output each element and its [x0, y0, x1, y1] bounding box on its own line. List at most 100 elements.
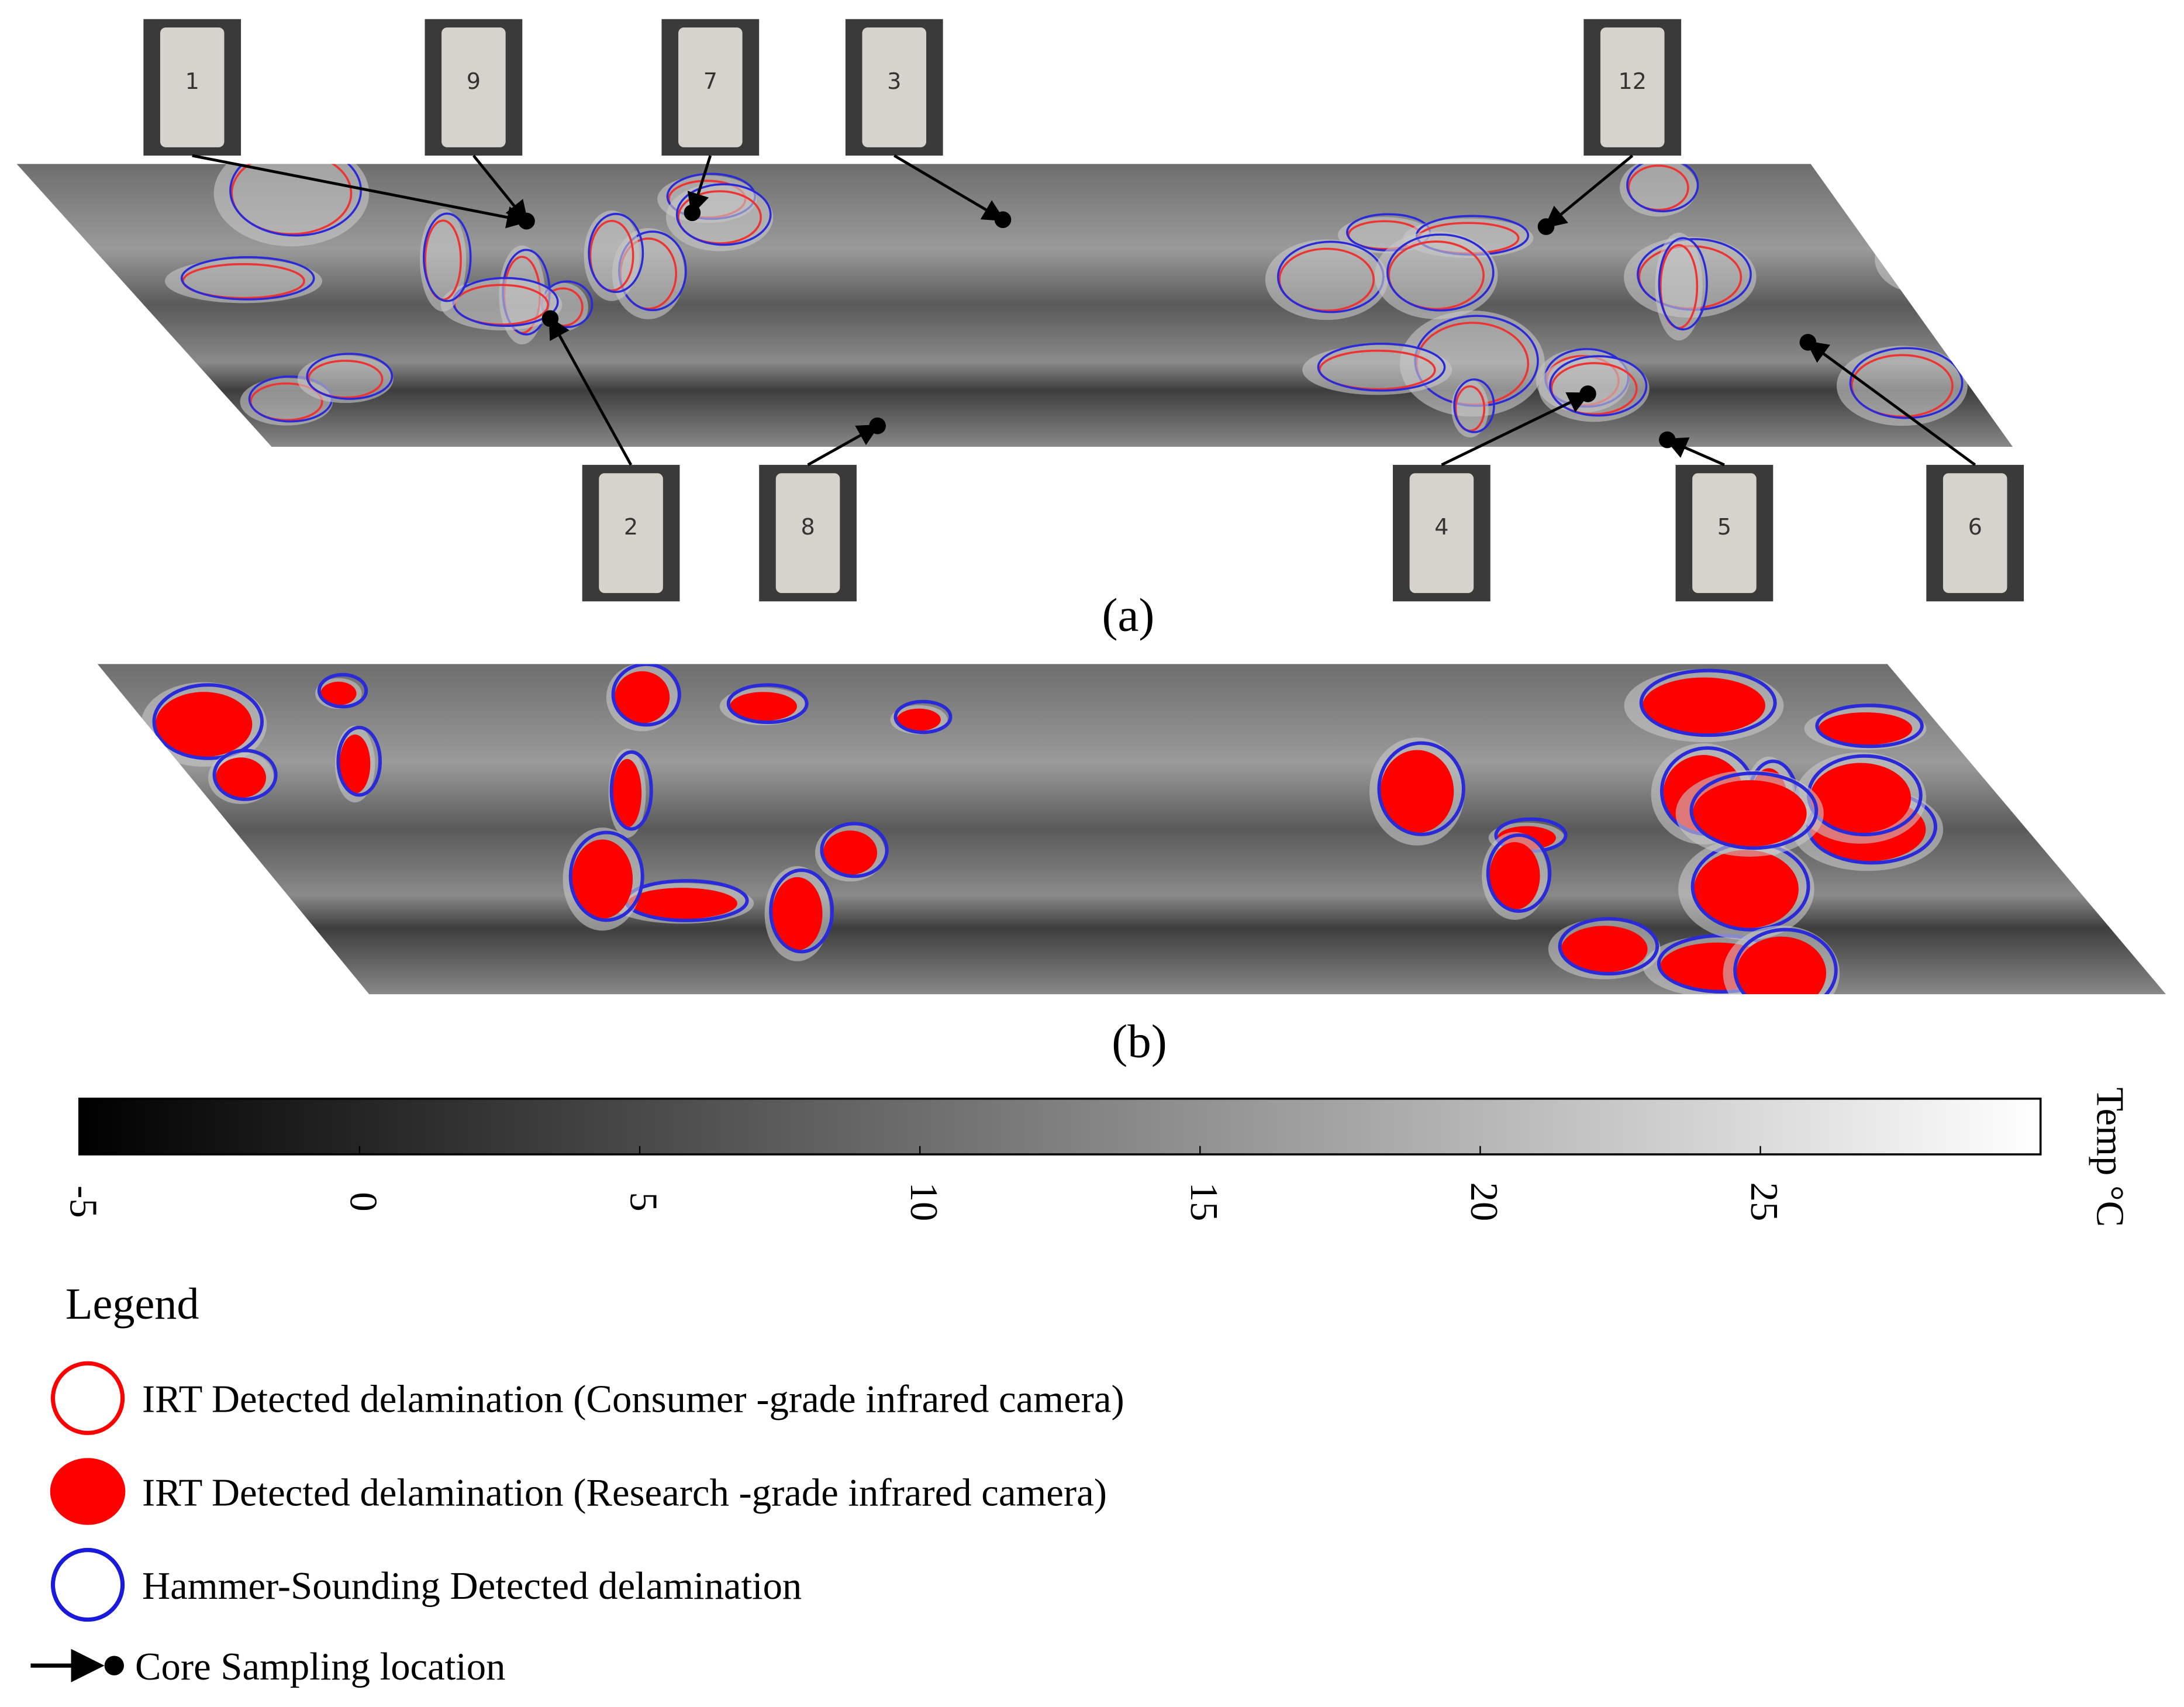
light-spot [1399, 311, 1545, 417]
core-arrow [192, 154, 530, 229]
core-label: 6 [1968, 514, 1982, 540]
consumer-delamination [307, 360, 384, 399]
core-label: 7 [703, 68, 717, 94]
research-delamination [627, 888, 737, 919]
hammer-delamination [1626, 164, 1699, 213]
core-sample [678, 27, 743, 147]
core-arrow [687, 155, 712, 216]
core-sample [1943, 473, 2007, 594]
light-spot [440, 279, 563, 331]
hammer-delamination [422, 212, 472, 302]
hammer-delamination [1883, 225, 1967, 288]
hammer-delamination [1453, 378, 1495, 433]
research-delamination [215, 757, 266, 798]
core-arrow [893, 154, 1006, 222]
core-location [869, 417, 886, 434]
hammer-delamination [609, 750, 653, 831]
legend-symbol [50, 1458, 126, 1525]
hammer-delamination [1639, 668, 1777, 737]
consumer-delamination [230, 164, 353, 236]
legend-symbol [50, 1547, 125, 1622]
hammer-delamination [180, 256, 315, 301]
hammer-delamination [1658, 237, 1708, 331]
hammer-delamination [588, 213, 644, 294]
consumer-delamination [1627, 164, 1689, 211]
light-spot [1302, 344, 1452, 395]
tick-label: 5 [622, 1192, 665, 1211]
hammer-delamination [306, 353, 394, 400]
hammer-delamination [1849, 347, 1964, 419]
research-delamination [1692, 780, 1807, 847]
core-arrow [1664, 437, 1725, 467]
hammer-delamination [1549, 355, 1648, 417]
core-arrow [1441, 392, 1590, 467]
hammer-delamination [675, 183, 772, 246]
delaminations-b [141, 664, 2114, 995]
hammer-delamination [232, 895, 283, 933]
consumer-delamination [1851, 354, 1954, 418]
core-arrow [1806, 340, 1976, 466]
research-delamination [339, 734, 371, 794]
hammer-delamination [1558, 917, 1659, 976]
core-sample [1600, 27, 1665, 147]
colorbar-ticks: -5 0 5 10 15 20 25 [61, 1146, 1785, 1222]
hammer-delamination [611, 664, 681, 727]
core-sample [599, 473, 663, 594]
core-label: 5 [1717, 514, 1731, 540]
legend-symbol [104, 1656, 124, 1675]
hammer-delamination [769, 868, 834, 954]
hammer-delamination [1377, 741, 1465, 836]
core-sample [1409, 473, 1474, 594]
research-delamination [155, 692, 253, 757]
research-delamination [1561, 926, 1648, 973]
panel-label: (b) [1112, 1015, 1167, 1067]
core-label: 9 [467, 68, 481, 94]
research-delamination [1693, 850, 1799, 929]
core-label: 4 [1434, 514, 1448, 540]
core-sample [862, 27, 927, 147]
core-sample [441, 27, 506, 147]
research-delamination [772, 877, 823, 951]
light-spot [1374, 231, 1498, 319]
legend-text: IRT Detected delamination (Research -gra… [142, 1471, 1107, 1514]
hammer-delamination [568, 830, 644, 922]
core-label: 12 [1618, 68, 1647, 94]
core-arrow [472, 154, 529, 223]
core-sample [775, 473, 840, 594]
research-delamination [572, 839, 633, 919]
hammer-delamination [1689, 771, 1819, 850]
core-label: 1 [185, 68, 199, 94]
light-spot [1451, 380, 1489, 437]
legend-text: Core Sampling location [135, 1646, 505, 1688]
light-spot [213, 164, 370, 247]
hammer-delamination [1317, 342, 1446, 392]
hammer-delamination [893, 699, 953, 734]
hammer-delamination [1386, 233, 1495, 312]
research-delamination [1810, 763, 1912, 833]
research-delamination [614, 671, 670, 724]
core-label: 8 [801, 514, 815, 540]
core-location [1799, 334, 1817, 351]
light-spot [229, 899, 277, 934]
tick-label: 20 [1462, 1182, 1505, 1222]
core-location [1537, 218, 1555, 235]
hammer-delamination [1815, 704, 1924, 749]
core-arrow [807, 424, 880, 466]
core-sample [1692, 473, 1757, 594]
consumer-delamination [677, 190, 762, 244]
research-delamination [1736, 936, 1827, 995]
light-spot [297, 355, 394, 404]
hammer-delamination [212, 749, 278, 801]
light-spot [1836, 346, 1968, 426]
hammer-delamination [317, 673, 368, 709]
research-delamination [1818, 712, 1913, 745]
core-location [541, 310, 559, 327]
research-delamination [823, 830, 878, 875]
research-delamination [613, 758, 642, 828]
core-arrow [1544, 154, 1634, 229]
core-sample [160, 27, 225, 147]
light-spot [2066, 804, 2108, 864]
panel-label: (a) [1102, 588, 1154, 641]
consumer-delamination [1278, 247, 1375, 312]
